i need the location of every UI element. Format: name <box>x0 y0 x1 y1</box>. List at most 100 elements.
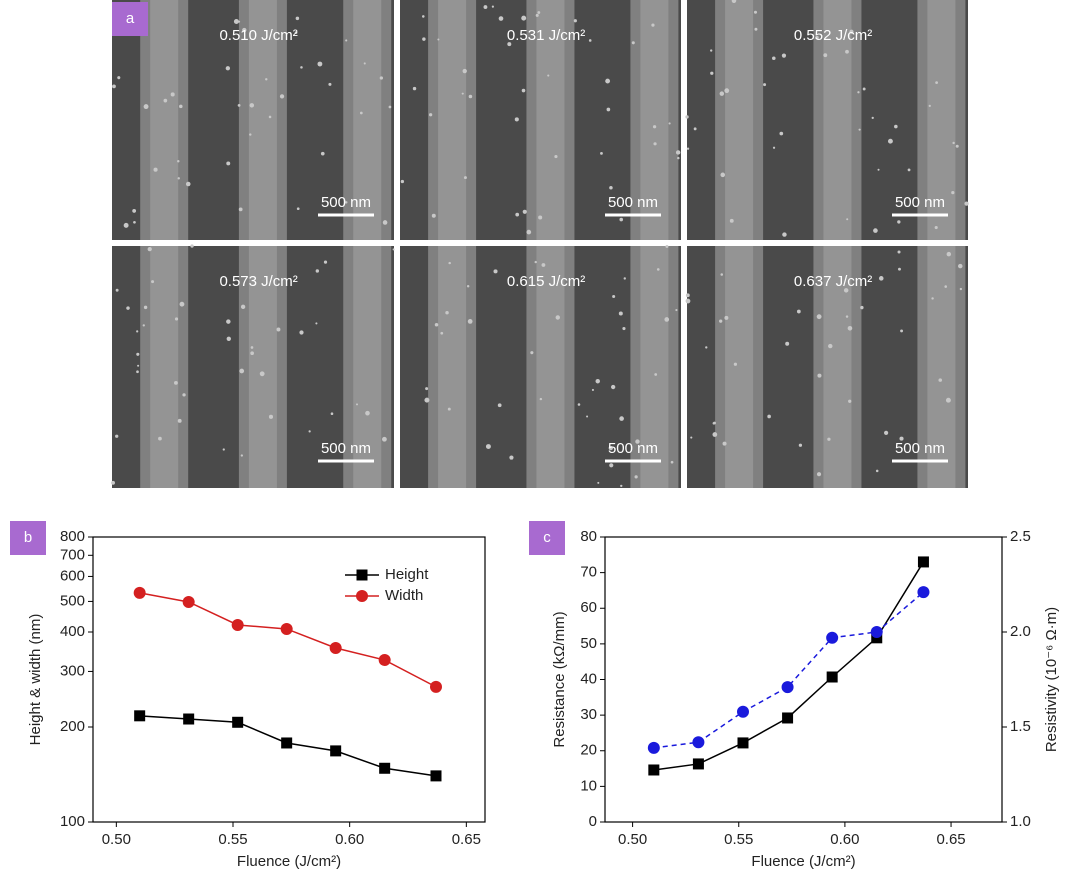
x-axis-label: Fluence (J/cm²) <box>237 853 341 870</box>
marker <box>379 762 391 774</box>
sem-particle <box>437 38 440 41</box>
y-tick-label: 40 <box>580 670 597 687</box>
sem-particle <box>461 92 464 95</box>
marker <box>870 626 883 638</box>
marker <box>647 741 660 754</box>
scale-bar-label: 500 nm <box>321 194 371 211</box>
x-tick-label: 0.55 <box>724 831 753 848</box>
sem-particle <box>685 115 689 119</box>
sem-particle <box>237 104 241 107</box>
sem-particle <box>785 341 790 346</box>
y-tick-label: 50 <box>580 635 597 652</box>
sem-particle <box>871 116 874 120</box>
sem-particle <box>675 308 678 312</box>
sem-particle <box>652 125 657 129</box>
marker <box>232 716 244 728</box>
sem-particle <box>887 138 893 144</box>
scale-bar-label: 500 nm <box>321 440 371 457</box>
sem-particle <box>555 315 560 320</box>
sem-particle <box>448 261 451 265</box>
y-tick-label: 300 <box>60 662 85 679</box>
marker <box>182 595 195 608</box>
panel-label-box <box>112 2 148 36</box>
sem-particle <box>158 436 162 441</box>
sem-particle <box>610 384 616 390</box>
sem-particle <box>345 39 348 42</box>
sem-particle <box>422 15 425 18</box>
sem-particle <box>142 324 145 327</box>
fluence-label: 0.552 J/cm² <box>794 27 872 44</box>
sem-particle <box>190 244 194 248</box>
sem-particle <box>843 288 849 293</box>
sem-particle <box>907 168 911 172</box>
y-axis-label: Resistance (kΩ/mm) <box>551 611 568 747</box>
sem-particle <box>653 142 657 146</box>
sem-particle <box>222 448 225 451</box>
sem-particle <box>412 86 417 91</box>
sem-particle <box>720 273 724 276</box>
sem-particle <box>577 403 581 406</box>
marker <box>648 764 660 776</box>
marker <box>736 705 749 718</box>
sem-particle <box>431 213 436 218</box>
sem-particle <box>233 18 239 24</box>
sem-particle <box>468 94 473 99</box>
y-tick-label: 80 <box>580 528 597 545</box>
sem-particle <box>345 201 348 204</box>
sem-particle <box>330 412 334 416</box>
sem-particle <box>588 39 592 42</box>
x-tick-label: 0.55 <box>218 831 247 848</box>
plot-frame <box>92 536 486 823</box>
panel-label: a <box>126 10 135 27</box>
sem-particle <box>612 295 616 299</box>
y-tick-label: 800 <box>60 528 85 545</box>
marker <box>826 671 838 683</box>
sem-particle <box>816 472 822 477</box>
series-line <box>139 592 437 688</box>
sem-particle <box>845 49 849 54</box>
scale-bar-label: 500 nm <box>895 194 945 211</box>
sem-particle <box>753 10 758 14</box>
sem-particle <box>151 280 155 284</box>
sem-particle <box>779 131 784 136</box>
series-line <box>653 591 924 749</box>
sem-particle <box>897 220 901 224</box>
sem-particle <box>507 42 512 47</box>
sem-particle <box>268 115 272 119</box>
sem-particle <box>182 393 186 397</box>
sem-particle <box>665 244 669 248</box>
sem-particle <box>554 154 558 159</box>
y-tick-label: 100 <box>60 813 85 830</box>
sem-particle <box>170 92 175 97</box>
sem-particle <box>934 225 938 230</box>
y-tick-label: 30 <box>580 706 597 723</box>
sem-particle <box>179 104 183 109</box>
sem-particle <box>115 434 119 438</box>
sem-particle <box>606 107 611 112</box>
sem-particle <box>586 415 589 418</box>
sem-particle <box>137 364 140 367</box>
scale-bar-label: 500 nm <box>608 440 658 457</box>
sem-particle <box>815 35 819 40</box>
sem-particle <box>848 399 852 403</box>
sem-particle <box>945 397 951 403</box>
sem-particle <box>782 232 787 237</box>
sem-particle <box>268 414 274 419</box>
x-tick-label: 0.65 <box>936 831 965 848</box>
marker <box>378 654 391 667</box>
marker <box>281 737 293 749</box>
sem-particle <box>538 215 543 220</box>
sem-particle <box>635 439 640 444</box>
sem-particle <box>620 484 623 488</box>
x-axis-label: Fluence (J/cm²) <box>751 853 855 870</box>
y2-tick-label: 1.5 <box>1010 718 1031 735</box>
sem-particle <box>712 432 718 437</box>
sem-particle <box>133 220 136 224</box>
y-tick-label: 20 <box>580 742 597 759</box>
marker <box>280 622 293 635</box>
sem-particle <box>226 161 231 166</box>
sem-particle <box>400 179 405 184</box>
sem-particle <box>767 414 771 419</box>
sem-particle <box>483 5 488 9</box>
sem-particle <box>296 207 300 211</box>
